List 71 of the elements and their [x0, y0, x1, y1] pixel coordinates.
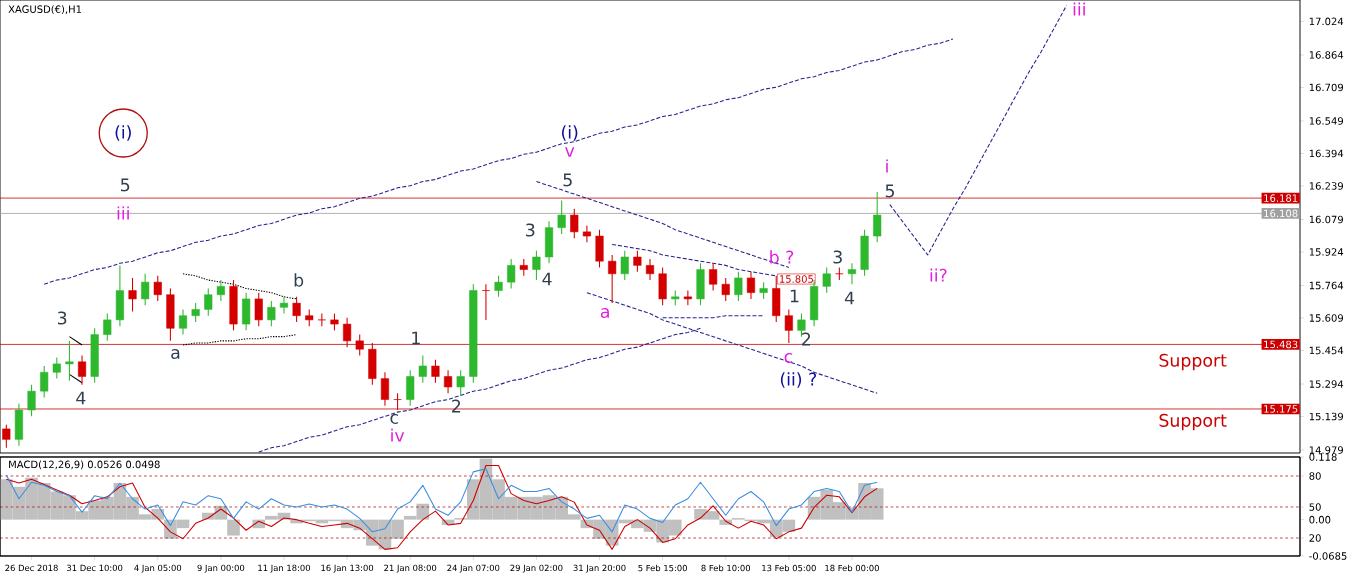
annotation: 15.805	[780, 275, 813, 283]
annotation: 4	[76, 391, 86, 405]
annotation: 5	[121, 178, 130, 192]
y-tick-label: 15.454	[1309, 346, 1344, 355]
annotation: b	[294, 273, 304, 287]
y-tick-label: 15.609	[1309, 314, 1344, 322]
annotation: 1	[790, 289, 799, 303]
y-tick-label: 16.394	[1309, 149, 1344, 158]
y-tick-label: 15.924	[1309, 248, 1344, 256]
ref-line-label: 15.483	[1264, 340, 1298, 349]
y-tick-label: 15.764	[1309, 281, 1344, 290]
x-tick-label: 18 Feb 00:00	[825, 564, 879, 572]
annotation: (i)	[561, 125, 578, 141]
ref-line-label: 16.108	[1264, 209, 1298, 218]
x-tick-label: 8 Feb 10:00	[701, 564, 751, 572]
y-tick-label: 16.549	[1309, 117, 1344, 125]
y2-tick-label: 0.00	[1309, 515, 1331, 524]
y-tick-label: 16.239	[1309, 182, 1344, 190]
x-tick-label: 16 Jan 13:00	[321, 564, 374, 573]
y2-tick-label: 0.118	[1309, 453, 1337, 461]
y-tick-label: 16.709	[1309, 83, 1344, 92]
annotation: 2	[452, 399, 461, 413]
annotation: 3	[57, 311, 67, 325]
y-tick-label: 50	[1309, 503, 1321, 511]
annotation: 5	[563, 173, 572, 187]
x-tick-label: 9 Jan 00:00	[197, 564, 245, 573]
annotation: 4	[542, 272, 552, 286]
ref-line-label: 16.181	[1264, 194, 1298, 202]
y2-tick-label: -0.0685	[1309, 552, 1347, 560]
annotation: iv	[391, 428, 405, 442]
y-tick-label: 16.864	[1309, 51, 1344, 59]
x-tick-label: 13 Feb 05:00	[762, 564, 816, 572]
x-tick-label: 29 Jan 02:00	[510, 564, 563, 573]
y-tick-label: 17.024	[1309, 17, 1344, 26]
annotation: a	[171, 349, 180, 359]
annotation: 1	[412, 331, 420, 345]
annotation: 5	[885, 184, 894, 198]
annotation: Support	[1159, 413, 1227, 431]
annotation: c	[390, 414, 398, 424]
annotation: 4	[844, 291, 855, 305]
y-tick-label: 14.979	[1309, 446, 1344, 454]
x-tick-label: 24 Jan 07:00	[447, 564, 500, 573]
x-tick-label: 4 Jan 05:00	[134, 564, 182, 573]
annotation: 2	[802, 332, 811, 346]
annotation: (ii) ?	[780, 372, 817, 388]
chart-title: XAGUSD(€),H1	[8, 5, 82, 15]
ref-line-label: 15.175	[1264, 405, 1298, 413]
x-tick-label: 21 Jan 08:00	[384, 564, 437, 573]
y-tick-label: 80	[1309, 472, 1321, 480]
annotation: 3	[526, 223, 535, 237]
annotation: b ?	[770, 250, 794, 264]
annotation: (i)	[115, 125, 131, 141]
y-tick-label: 15.294	[1309, 380, 1344, 388]
annotation: Support	[1159, 353, 1227, 371]
annotation: iii	[117, 206, 129, 220]
annotation: i	[886, 159, 888, 173]
annotation: iii	[1073, 2, 1085, 16]
x-tick-label: 11 Jan 18:00	[258, 564, 311, 573]
annotation: 3	[833, 250, 842, 264]
chart-title: MACD(12,26,9) 0.0526 0.0498	[9, 460, 160, 470]
y-tick-label: 20	[1309, 534, 1321, 542]
annotation: c	[784, 353, 793, 363]
x-tick-label: 26 Dec 2018	[5, 564, 58, 572]
x-tick-label: 5 Feb 15:00	[638, 564, 687, 572]
annotation: v	[565, 147, 575, 157]
x-tick-label: 31 Jan 20:00	[573, 564, 626, 573]
annotation: ii?	[930, 268, 947, 282]
x-tick-label: 31 Dec 10:00	[67, 564, 123, 572]
y-tick-label: 15.139	[1309, 412, 1344, 421]
annotation: a	[600, 308, 609, 318]
y-tick-label: 16.079	[1309, 215, 1344, 224]
